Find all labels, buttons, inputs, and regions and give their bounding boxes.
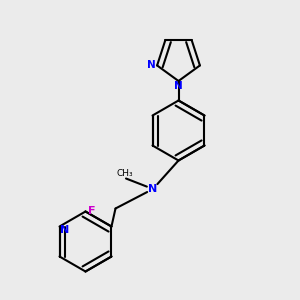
- Text: F: F: [88, 206, 96, 216]
- Text: N: N: [174, 81, 183, 92]
- Text: CH₃: CH₃: [117, 169, 134, 178]
- Text: N: N: [60, 225, 70, 235]
- Text: N: N: [147, 60, 156, 70]
- Text: N: N: [148, 184, 158, 194]
